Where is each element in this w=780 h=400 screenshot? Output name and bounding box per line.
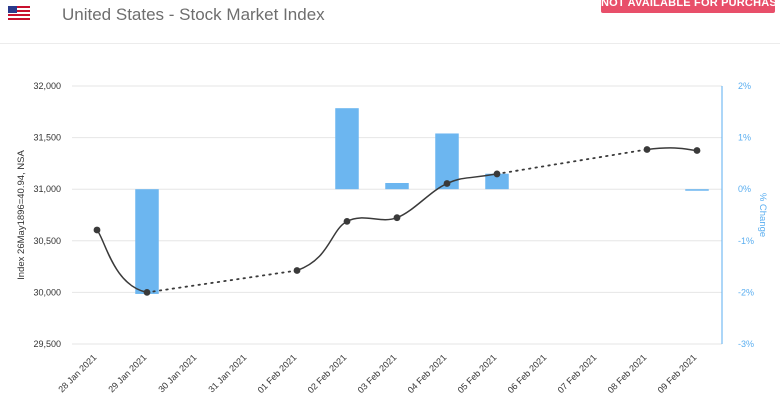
- y-axis-label: Index 26May1896=40.94, NSA: [16, 150, 27, 280]
- x-tick-label: 06 Feb 2021: [506, 352, 549, 395]
- index-line-segment: [396, 182, 448, 219]
- percent-change-bar: [485, 173, 509, 190]
- y2-tick-label: 2%: [738, 81, 751, 91]
- percent-change-bar: [135, 189, 159, 294]
- index-points: [93, 146, 701, 296]
- x-tick-label: 03 Feb 2021: [356, 352, 399, 395]
- us-flag-icon: [8, 6, 30, 20]
- percent-change-bar: [335, 108, 359, 190]
- y2-tick-label: 1%: [738, 133, 751, 143]
- gridlines: [72, 85, 722, 345]
- x-tick-label: 07 Feb 2021: [556, 352, 599, 395]
- index-line-segment: [346, 216, 398, 223]
- percent-change-bar: [385, 183, 409, 190]
- index-line-segment: [496, 148, 648, 175]
- x-tick-label: 31 Jan 2021: [206, 352, 248, 394]
- right-axis-ticks: -3% -2% -1% 0% 1% 2%: [738, 81, 754, 349]
- page-header: United States - Stock Market Index NOT A…: [0, 0, 780, 36]
- index-line-segment: [146, 269, 298, 294]
- y2-tick-label: 0%: [738, 184, 751, 194]
- left-axis-ticks: 29,500 30,000 30,500 31,000 31,500 32,000: [33, 81, 61, 349]
- index-point: [643, 146, 651, 153]
- y-tick-label: 31,000: [33, 184, 61, 194]
- x-tick-label: 09 Feb 2021: [656, 352, 699, 395]
- y2-tick-label: -2%: [738, 287, 754, 297]
- y-tick-label: 32,000: [33, 81, 61, 91]
- index-point: [293, 267, 301, 274]
- y-tick-label: 29,500: [33, 339, 61, 349]
- index-line-segment: [446, 173, 498, 185]
- x-tick-label: 29 Jan 2021: [106, 352, 148, 394]
- x-tick-label: 05 Feb 2021: [456, 352, 499, 395]
- y2-axis-label: % Change: [757, 193, 768, 237]
- index-point: [693, 147, 701, 154]
- y-tick-label: 30,500: [33, 236, 61, 246]
- x-axis-ticks: 28 Jan 2021 29 Jan 2021 30 Jan 2021 31 Jan …: [56, 352, 698, 395]
- not-available-badge[interactable]: NOT AVAILABLE FOR PURCHASE: [601, 0, 775, 13]
- x-tick-label: 28 Jan 2021: [56, 352, 98, 394]
- y-tick-label: 30,000: [33, 287, 61, 297]
- page-title: United States - Stock Market Index: [62, 5, 325, 24]
- index-point: [493, 170, 501, 178]
- percent-change-bar: [435, 133, 459, 190]
- x-tick-label: 02 Feb 2021: [306, 352, 349, 395]
- index-point: [93, 226, 101, 234]
- index-line-segment: [296, 220, 348, 272]
- header-divider: [0, 43, 780, 44]
- index-line: [96, 147, 698, 294]
- index-point: [443, 180, 451, 187]
- y2-tick-label: -3%: [738, 339, 754, 349]
- percent-change-bar: [685, 189, 709, 191]
- index-point: [143, 289, 151, 296]
- x-tick-label: 04 Feb 2021: [406, 352, 449, 395]
- x-tick-label: 30 Jan 2021: [156, 352, 198, 394]
- x-tick-label: 08 Feb 2021: [606, 352, 649, 395]
- index-line-segment: [646, 147, 698, 152]
- y2-tick-label: -1%: [738, 236, 754, 246]
- index-point: [393, 214, 401, 222]
- y-tick-label: 31,500: [33, 133, 61, 143]
- index-line-segment: [96, 229, 148, 294]
- x-tick-label: 01 Feb 2021: [256, 352, 299, 395]
- percent-change-bars: [135, 108, 709, 294]
- index-point: [343, 217, 351, 225]
